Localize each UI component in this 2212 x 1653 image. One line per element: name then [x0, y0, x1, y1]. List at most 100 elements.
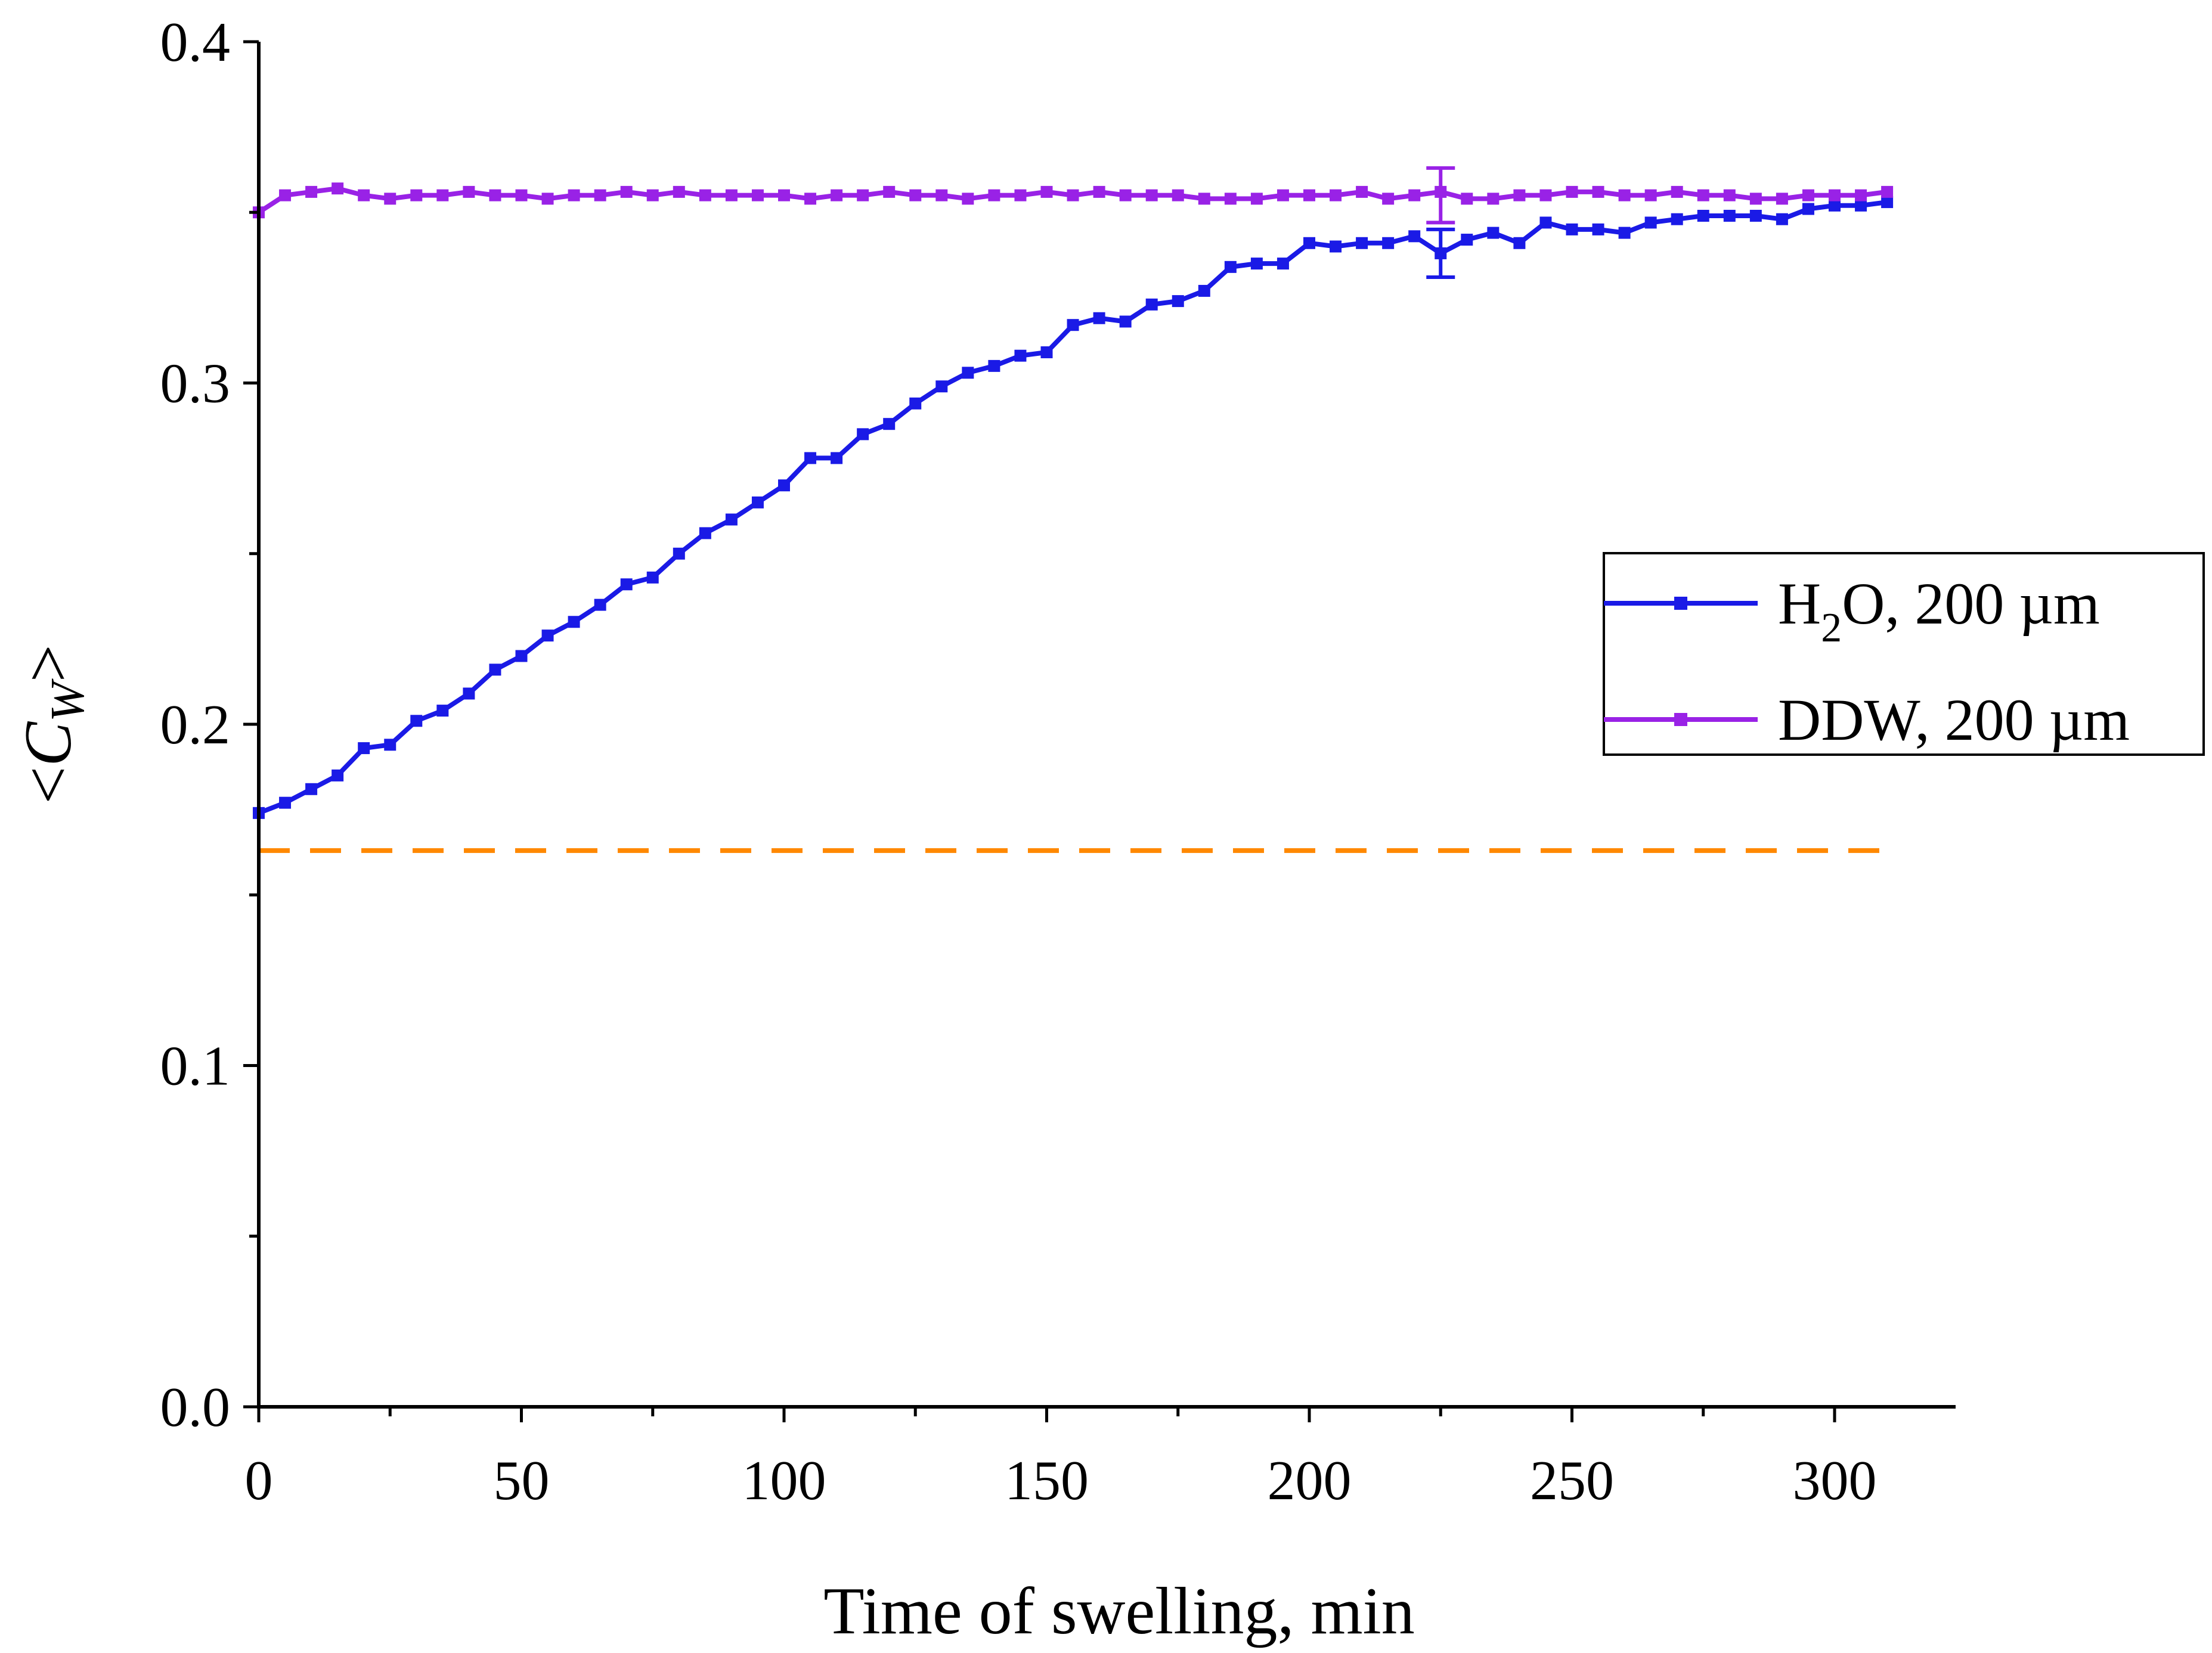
data-point — [384, 739, 396, 751]
data-point — [489, 663, 501, 676]
data-point — [332, 769, 344, 781]
data-point — [804, 193, 817, 205]
data-point — [1461, 193, 1473, 205]
data-point — [962, 193, 974, 205]
data-point — [1776, 213, 1788, 225]
data-point — [1749, 209, 1762, 222]
data-point — [1881, 185, 1894, 198]
data-point — [646, 571, 659, 584]
x-tick-label: 250 — [1530, 1450, 1614, 1512]
data-point — [1408, 230, 1421, 243]
data-point — [725, 189, 738, 201]
data-point — [1566, 223, 1578, 235]
data-point — [1250, 258, 1263, 270]
data-point — [1330, 240, 1342, 253]
data-point — [620, 578, 633, 591]
data-point — [1592, 223, 1604, 235]
data-point — [568, 189, 580, 201]
data-point — [778, 189, 790, 201]
data-point — [1067, 319, 1079, 331]
data-point — [1014, 349, 1027, 362]
data-point — [1644, 216, 1657, 229]
data-point — [1014, 189, 1027, 201]
data-point — [831, 452, 843, 464]
data-point — [857, 428, 869, 441]
data-point — [1277, 258, 1289, 270]
data-point — [1644, 189, 1657, 201]
data-point — [1356, 185, 1368, 198]
data-point — [1697, 189, 1709, 201]
legend-label-subscript: 2 — [1821, 605, 1842, 651]
data-point — [1513, 189, 1526, 201]
data-point — [1040, 185, 1053, 198]
legend-marker-1 — [1674, 713, 1687, 726]
legend-label-base: H — [1778, 570, 1821, 637]
data-point — [1119, 315, 1132, 328]
data-point — [305, 185, 318, 198]
data-point — [1067, 189, 1079, 201]
data-point — [1172, 189, 1184, 201]
data-point — [1198, 284, 1210, 297]
data-point — [1697, 209, 1709, 222]
data-point — [279, 189, 292, 201]
x-tick-label: 100 — [742, 1450, 826, 1512]
data-point — [883, 418, 896, 430]
legend-label-rest: O, 200 µm — [1842, 570, 2100, 637]
data-point — [1671, 185, 1683, 198]
data-point — [463, 185, 475, 198]
data-point — [646, 189, 659, 201]
data-point — [358, 742, 370, 755]
data-point — [751, 496, 764, 508]
data-point — [1145, 298, 1158, 311]
data-point — [1303, 237, 1315, 249]
data-point — [594, 189, 606, 201]
data-point — [831, 189, 843, 201]
legend-marker-0 — [1674, 597, 1687, 610]
data-point — [778, 479, 790, 492]
data-point — [515, 189, 528, 201]
data-point — [935, 189, 948, 201]
data-point — [1539, 216, 1552, 229]
data-point — [594, 598, 606, 611]
x-tick-label: 0 — [245, 1450, 273, 1512]
series-0 — [253, 196, 1894, 819]
data-point — [909, 189, 922, 201]
y-tick-label: 0.4 — [160, 11, 231, 73]
data-point — [279, 796, 292, 809]
data-point — [1172, 295, 1184, 308]
data-point — [1829, 189, 1841, 201]
data-point — [305, 783, 318, 795]
legend-label-1: DDW, 200 µm — [1778, 687, 2130, 753]
data-point — [1382, 237, 1395, 249]
data-point — [935, 380, 948, 393]
x-tick-label: 200 — [1268, 1450, 1352, 1512]
data-point — [1040, 346, 1053, 358]
data-point — [1881, 196, 1894, 209]
data-point — [988, 189, 1000, 201]
data-point — [1093, 312, 1105, 324]
data-point — [1513, 237, 1526, 249]
legend-label-base: DDW, 200 µm — [1778, 687, 2130, 753]
data-point — [1618, 189, 1631, 201]
data-point — [1250, 193, 1263, 205]
x-tick-label: 150 — [1005, 1450, 1089, 1512]
data-point — [1224, 260, 1237, 273]
data-point — [1330, 189, 1342, 201]
y-axis-title-close: > — [11, 644, 85, 682]
data-point — [568, 616, 580, 628]
legend: H2O, 200 µm DDW, 200 µm — [1603, 552, 2205, 756]
data-point — [1802, 203, 1814, 215]
data-point — [1093, 185, 1105, 198]
data-point — [1277, 189, 1289, 201]
data-point — [1855, 199, 1867, 212]
data-point — [699, 527, 711, 539]
y-axis-title-open: < — [11, 767, 85, 804]
data-point — [699, 189, 711, 201]
data-point — [673, 185, 685, 198]
data-point — [1618, 227, 1631, 239]
data-point — [673, 547, 685, 560]
data-point — [1224, 193, 1237, 205]
x-tick-label: 300 — [1793, 1450, 1877, 1512]
x-tick-label: 50 — [494, 1450, 550, 1512]
